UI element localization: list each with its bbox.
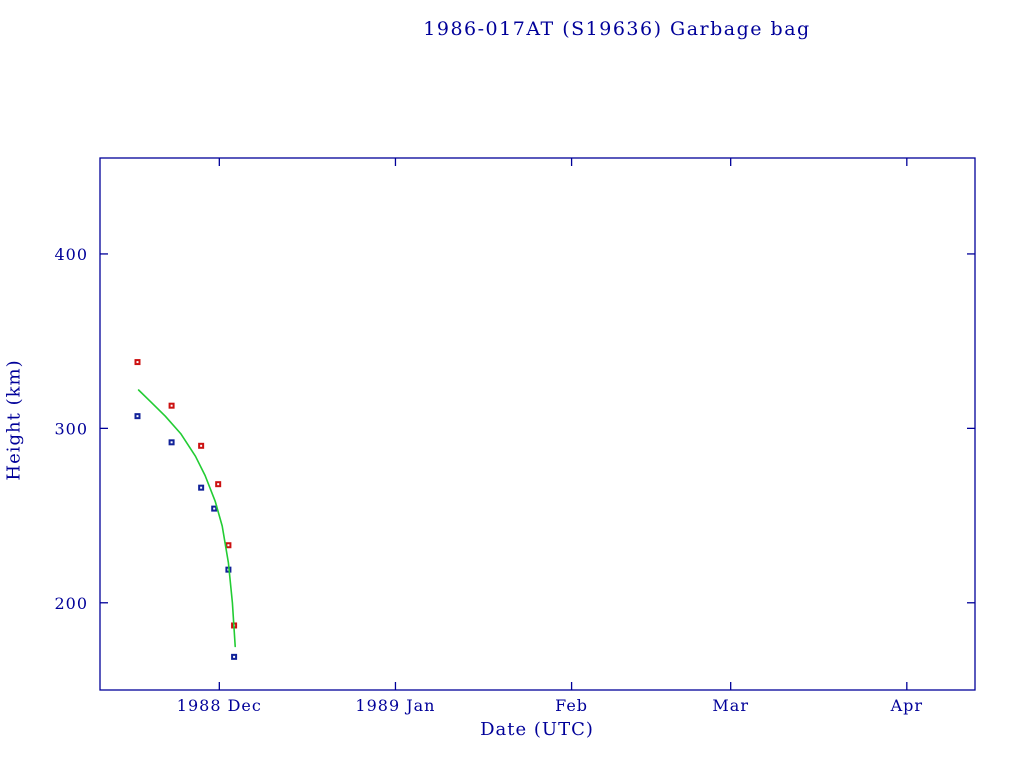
y-tick-label: 200 [54,594,88,613]
data-point-apogee-height-center [170,404,173,407]
x-axis-label: Date (UTC) [480,719,594,740]
x-tick-label: Apr [890,696,923,715]
x-tick-label: Mar [712,696,749,715]
x-tick-label: 1988 Dec [177,696,262,715]
data-point-apogee-height-center [227,544,230,547]
plot-frame [99,157,976,691]
data-point-perigee-height-center [213,507,216,510]
data-point-apogee-height-center [136,361,139,364]
x-tick-label: Feb [555,696,588,715]
data-point-apogee-height-center [200,444,203,447]
y-tick-label: 400 [54,245,88,264]
data-point-perigee-height-center [170,441,173,444]
data-point-perigee-height-center [136,415,139,418]
x-tick-label: 1989 Jan [355,696,435,715]
data-point-perigee-height-center [233,655,236,658]
data-point-perigee-height-center [200,486,203,489]
y-tick-label: 300 [54,419,88,438]
chart-title: 1986-017AT (S19636) Garbage bag [423,18,811,40]
decay-curve-line [137,389,236,648]
data-point-apogee-height-center [217,483,220,486]
